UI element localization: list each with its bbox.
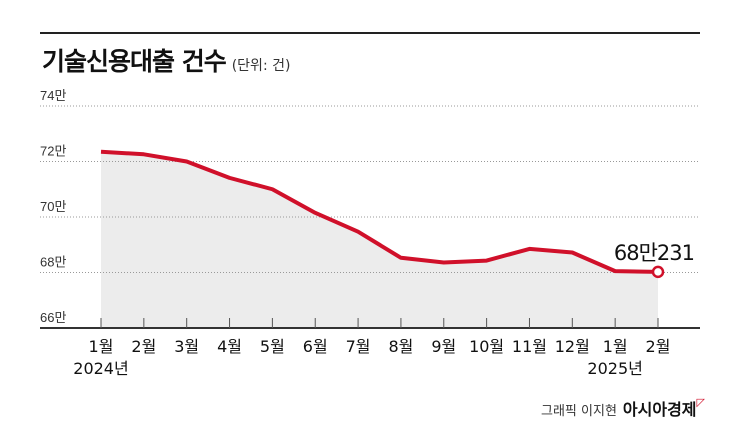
year-label: 2024년 — [73, 359, 128, 378]
x-tick-label: 7월 — [346, 337, 371, 356]
series-line — [100, 149, 659, 274]
x-tick-label: 1월 — [603, 337, 628, 356]
x-tick-label: 3월 — [174, 337, 199, 356]
x-tick-label: 1월 — [89, 337, 114, 356]
year-label: 2025년 — [587, 359, 642, 378]
brand-logo: 아시아경제 — [622, 400, 697, 419]
x-tick-label: 5월 — [260, 337, 285, 356]
credit: 그래픽 이지현 아시아경제◸ — [541, 396, 705, 420]
x-tick-label: 4월 — [217, 337, 242, 356]
graphic-credit: 그래픽 이지현 — [541, 404, 617, 419]
y-tick-label: 70만 — [40, 199, 66, 214]
x-tick-label: 11월 — [512, 337, 547, 356]
top-rule — [40, 32, 700, 34]
y-tick-label: 66만 — [40, 310, 66, 325]
x-tick-label: 2월 — [646, 337, 671, 356]
value-annotation: 68만231 — [614, 241, 694, 265]
x-tick-label: 2월 — [131, 337, 156, 356]
x-tick-label: 8월 — [388, 337, 413, 356]
x-tick-label: 10월 — [469, 337, 504, 356]
title-text: 기술신용대출 건수 — [42, 47, 227, 76]
brand-mark-icon: ◸ — [696, 396, 705, 409]
y-tick-label: 74만 — [40, 88, 66, 103]
x-tick-label: 12월 — [555, 337, 590, 356]
area-fill — [101, 151, 658, 328]
unit-label: (단위: 건) — [231, 58, 291, 74]
chart-title: 기술신용대출 건수 (단위: 건) — [42, 42, 290, 78]
y-tick-label: 72만 — [40, 144, 66, 159]
x-tick-label: 9월 — [431, 337, 456, 356]
data-point-end — [651, 265, 665, 279]
y-tick-label: 68만 — [40, 255, 66, 270]
x-tick-label: 6월 — [303, 337, 328, 356]
